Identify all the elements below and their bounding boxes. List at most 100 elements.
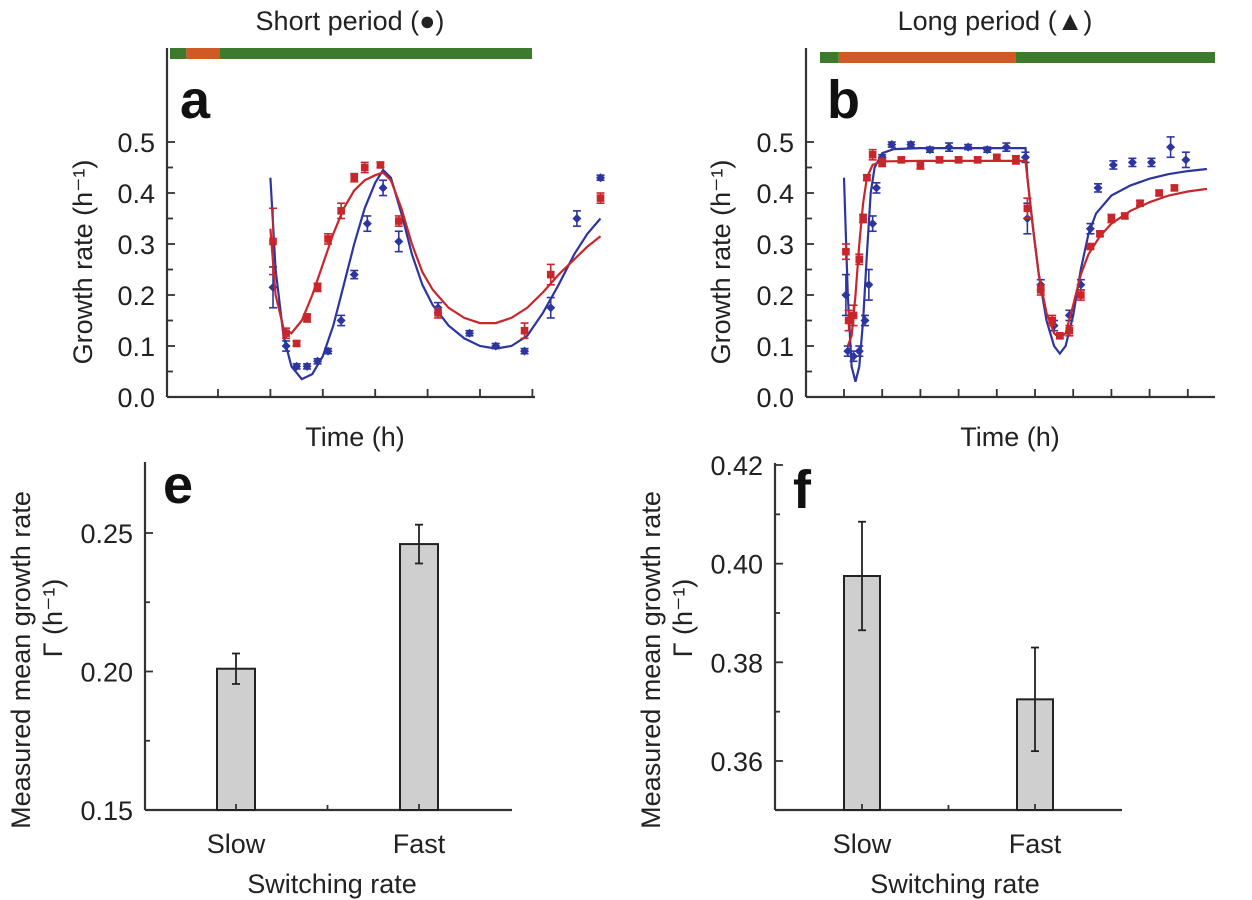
data-point-blue	[871, 182, 881, 194]
marker-square	[350, 173, 359, 182]
marker-square	[313, 283, 322, 292]
fit-line-blue	[842, 147, 1208, 382]
data-point-red	[1065, 324, 1074, 337]
marker-square	[596, 194, 605, 202]
y-tick-label: 0.5	[117, 128, 155, 158]
condition-bar-b	[820, 52, 1215, 63]
y-tick-label: 0.4	[117, 179, 155, 209]
y-tick-label: 0.0	[756, 383, 794, 413]
panel-b-xlabel: Time (h)	[960, 422, 1060, 452]
data-point-blue	[378, 179, 388, 197]
data-point-red	[954, 156, 963, 164]
marker-square	[897, 156, 906, 164]
marker-diamond	[887, 140, 897, 150]
panel-e-label: e	[163, 455, 193, 515]
data-point-blue	[963, 142, 973, 152]
y-tick-label: 0.38	[710, 648, 763, 678]
marker-square	[1012, 156, 1020, 164]
marker-square	[973, 156, 982, 164]
data-point-red	[596, 192, 605, 204]
data-point-blue	[887, 140, 897, 150]
data-point-red	[434, 306, 443, 319]
data-point-red	[1036, 283, 1045, 296]
marker-diamond	[1181, 155, 1191, 165]
data-point-blue	[546, 296, 556, 319]
y-tick-label: 0.2	[117, 281, 155, 311]
marker-diamond	[868, 219, 878, 229]
data-point-red	[849, 304, 858, 327]
data-point-red	[1120, 212, 1129, 220]
data-point-red	[350, 172, 359, 183]
x-axis-ticks-b	[806, 389, 1215, 399]
fit-line-blue	[269, 168, 602, 381]
y-tick-label: 0.3	[756, 230, 794, 260]
data-point-red	[324, 233, 333, 245]
panel-a-ylabel: Growth rate (h⁻¹)	[68, 160, 98, 365]
condition-segment-green	[1015, 52, 1215, 63]
panel-f-bar: f 0.36 0.38 0.40 0.42 Slow Fast Measured mea…	[636, 451, 1122, 899]
data-point-red	[394, 215, 403, 227]
data-point-blue	[349, 269, 359, 280]
data-point-red	[1107, 213, 1116, 224]
data-point-blue	[292, 361, 302, 371]
marker-diamond	[313, 356, 323, 366]
marker-diamond	[1127, 157, 1137, 167]
data-point-blue	[1147, 157, 1157, 168]
y-tick-label: 0.5	[756, 128, 794, 158]
panel-a-title: Short period (●)	[256, 6, 445, 36]
data-point-red	[1023, 197, 1032, 220]
data-point-blue	[313, 356, 323, 366]
data-point-red	[1170, 184, 1179, 192]
y-tick-label: 0.15	[80, 796, 133, 826]
marker-square	[1065, 326, 1074, 335]
marker-square	[1107, 214, 1116, 223]
x-tick-label-slow: Slow	[207, 829, 266, 859]
bar-fast	[399, 543, 439, 812]
marker-diamond	[596, 173, 606, 183]
data-point-blue	[572, 210, 582, 227]
data-point-blue	[982, 145, 992, 155]
panel-f-xlabel: Switching rate	[870, 869, 1040, 899]
data-point-red	[862, 173, 871, 182]
condition-segment-orange	[838, 52, 1016, 63]
data-point-blue	[841, 273, 851, 317]
y-tick-label: 0.1	[117, 332, 155, 362]
data-point-blue	[864, 268, 874, 301]
marker-square	[1120, 212, 1129, 220]
y-tick-label: 0.20	[80, 658, 133, 688]
condition-segment-orange	[186, 48, 220, 59]
data-point-blue	[944, 142, 954, 152]
marker-diamond	[841, 290, 851, 300]
marker-diamond	[1001, 142, 1011, 152]
marker-square	[954, 156, 963, 164]
data-point-red	[520, 322, 529, 340]
panel-b-ylabel: Growth rate (h⁻¹)	[706, 160, 736, 365]
y-axis-ticks-f: 0.36 0.38 0.40 0.42	[710, 451, 1122, 812]
data-point-red	[916, 160, 925, 170]
marker-square	[868, 150, 877, 159]
marker-square	[324, 235, 332, 243]
marker-square	[1048, 316, 1056, 325]
data-point-blue	[1108, 160, 1118, 170]
panel-f-ylabel-line1: Measured mean growth rate	[636, 491, 666, 829]
marker-square	[303, 314, 311, 322]
panel-e-xlabel: Switching rate	[247, 869, 417, 899]
condition-segment-green	[219, 48, 532, 59]
data-point-blue	[1181, 151, 1191, 169]
marker-diamond	[546, 303, 556, 313]
marker-square	[434, 309, 442, 317]
marker-diamond	[1108, 160, 1118, 170]
bars-f: Slow Fast	[833, 520, 1062, 859]
marker-square	[863, 173, 871, 182]
marker-diamond	[843, 346, 853, 356]
marker-square	[337, 207, 345, 215]
data-point-red	[1048, 314, 1057, 327]
marker-square	[993, 153, 1001, 162]
data-point-red	[973, 156, 982, 164]
panel-e-ylabel-line1: Measured mean growth rate	[6, 491, 36, 829]
panel-e-ylabel-line2: Γ (h⁻¹)	[38, 579, 68, 658]
y-axis-ticks-e: 0.15 0.20 0.25	[80, 462, 512, 826]
marker-diamond	[860, 316, 870, 325]
marker-diamond	[864, 280, 874, 290]
